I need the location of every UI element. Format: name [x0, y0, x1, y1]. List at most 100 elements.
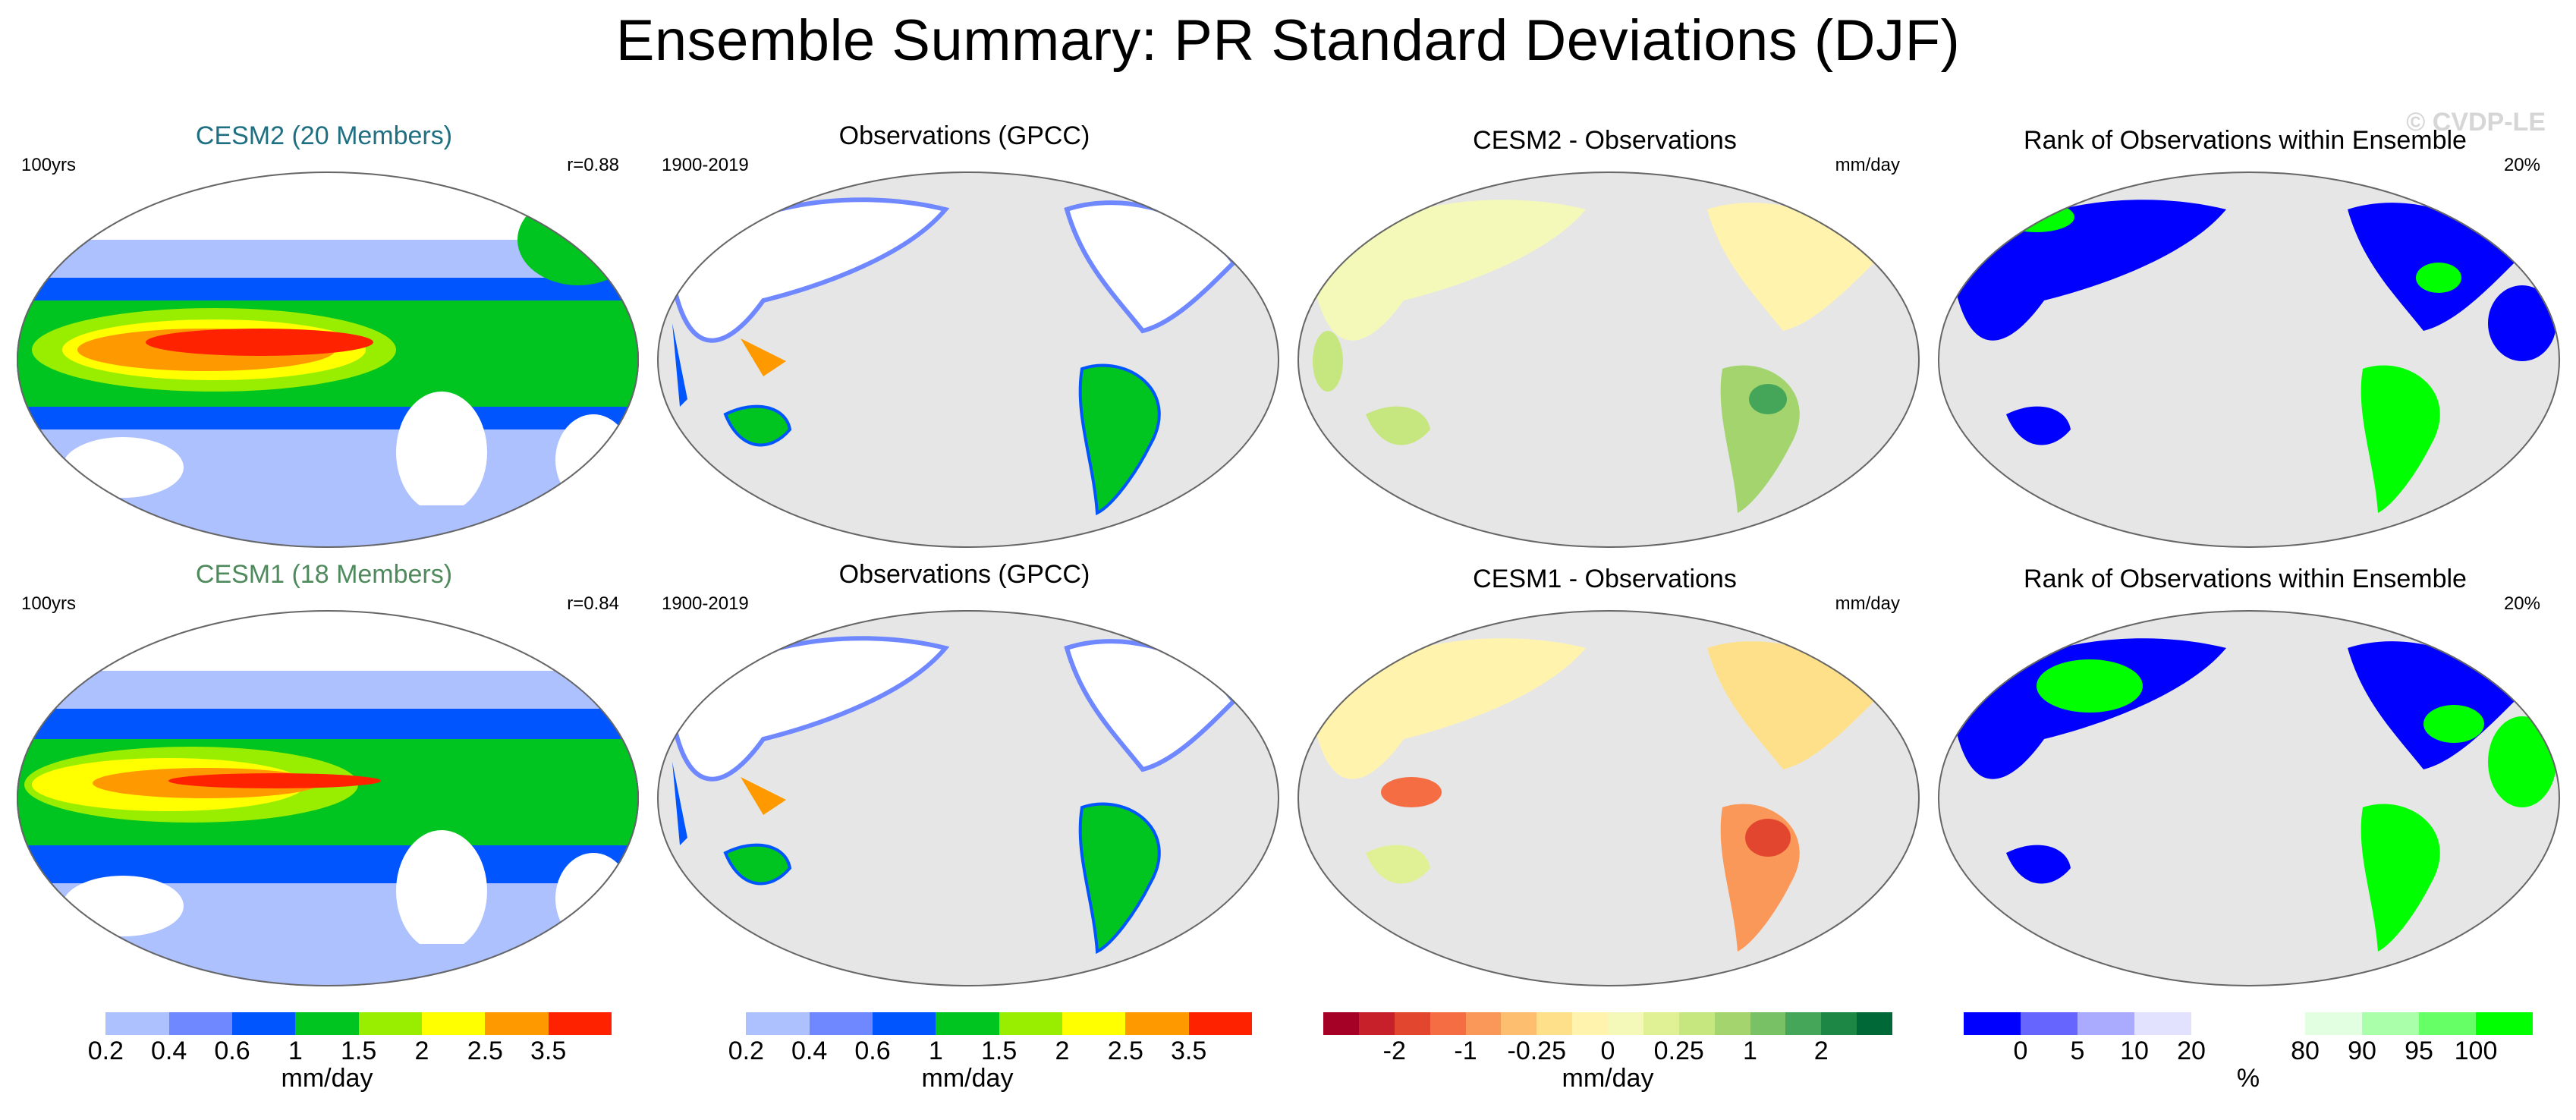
- colorbar-swatch: [1857, 1012, 1892, 1035]
- colorbar-unit-std-obs: mm/day: [921, 1064, 1014, 1093]
- colorbar-tick-label: 0: [1600, 1037, 1615, 1065]
- map-obs-std: [657, 171, 1279, 548]
- colorbar-swatch: [1750, 1012, 1786, 1035]
- colorbar-tick-label: 0.4: [151, 1037, 187, 1065]
- colorbar-swatch: [2021, 1012, 2077, 1035]
- colorbar-swatch: [2362, 1012, 2419, 1035]
- colorbar-tick-label: 10: [2120, 1037, 2149, 1065]
- colorbar-swatch: [1572, 1012, 1608, 1035]
- percent-label: 20%: [2503, 593, 2540, 614]
- panel-title: Rank of Observations within Ensemble: [2024, 126, 2467, 155]
- colorbar-swatch: [2419, 1012, 2476, 1035]
- colorbar-tick-label: 2.5: [467, 1037, 503, 1065]
- period-label: 100yrs: [21, 155, 77, 175]
- colorbar-tick-label: 0.2: [728, 1037, 764, 1065]
- colorbar-unit-diff: mm/day: [1562, 1064, 1654, 1093]
- colorbar-std-cesm: [42, 1012, 612, 1035]
- colorbar-tick-label: 0.4: [791, 1037, 828, 1065]
- colorbar-rank: [1964, 1012, 2533, 1035]
- colorbar-swatch: [936, 1012, 999, 1035]
- colorbar-swatch: [485, 1012, 549, 1035]
- correlation-label: r=0.88: [567, 155, 619, 175]
- colorbar-swatch: [1430, 1012, 1466, 1035]
- colorbar-ticks-rank: 0 5 10 20 80 90 95 100: [1964, 1037, 2533, 1065]
- colorbar-swatch: [231, 1012, 296, 1035]
- colorbar-tick-label: 80: [2291, 1037, 2320, 1065]
- colorbar-tick-label: 2: [414, 1037, 429, 1065]
- colorbar-swatch: [1536, 1012, 1573, 1035]
- map-cesm2-diff: [1297, 171, 1920, 548]
- map-obs-std-2: [657, 610, 1279, 986]
- colorbar-unit-std-cesm: mm/day: [281, 1064, 373, 1093]
- colorbar-tick-label: 20: [2177, 1037, 2206, 1065]
- colorbar-swatch: [1785, 1012, 1822, 1035]
- colorbar-swatch: [2476, 1012, 2533, 1035]
- colorbar-tick-label: 1: [1743, 1037, 1757, 1065]
- panel-title: CESM1 - Observations: [1473, 565, 1737, 593]
- colorbar-tick-label: 3.5: [1171, 1037, 1207, 1065]
- panel-title: CESM1 (18 Members): [195, 560, 453, 589]
- panel-rank-cesm1: Rank of Observations within Ensemble 20%: [1927, 560, 2563, 986]
- colorbar-swatch: [1125, 1012, 1189, 1035]
- figure-title: Ensemble Summary: PR Standard Deviations…: [615, 8, 1961, 73]
- colorbar-tick-label: 0: [2013, 1037, 2028, 1065]
- panel-cesm1-diff: CESM1 - Observations mm/day: [1287, 560, 1923, 986]
- colorbar-tick-label: 2.5: [1107, 1037, 1143, 1065]
- period-label: 1900-2019: [662, 593, 749, 614]
- colorbar-swatch: [1714, 1012, 1750, 1035]
- colorbar-std-obs: [683, 1012, 1252, 1035]
- panel-rank-cesm2: Rank of Observations within Ensemble 20%: [1927, 121, 2563, 548]
- colorbar-swatch: [1323, 1012, 1359, 1035]
- panel-title: Observations (GPCC): [838, 560, 1090, 589]
- colorbar-tick-label: -1: [1454, 1037, 1477, 1065]
- colorbar-tick-label: 5: [2070, 1037, 2085, 1065]
- colorbar-diff: [1323, 1012, 1892, 1035]
- colorbar-tick-label: 2: [1055, 1037, 1070, 1065]
- colorbar-swatch: [2248, 1012, 2305, 1035]
- colorbar-swatch: [548, 1012, 612, 1035]
- colorbar-swatch: [168, 1012, 232, 1035]
- colorbar-swatch: [683, 1012, 747, 1035]
- map-cesm1-diff: [1297, 610, 1920, 986]
- panel-cesm2-std: CESM2 (20 Members) 100yrs r=0.88: [6, 121, 642, 548]
- unit-label: mm/day: [1835, 155, 1900, 175]
- colorbar-unit-rank: %: [2236, 1064, 2260, 1093]
- colorbar-swatch: [1062, 1012, 1126, 1035]
- map-cesm2-std: [17, 171, 639, 548]
- panel-title: Observations (GPCC): [838, 121, 1090, 150]
- colorbar-tick-label: 1.5: [341, 1037, 377, 1065]
- panel-obs-std-2: Observations (GPCC) 1900-2019: [646, 560, 1282, 986]
- colorbar-swatch: [2134, 1012, 2191, 1035]
- colorbar-swatch: [1964, 1012, 2021, 1035]
- watermark: © CVDP-LE: [2406, 108, 2546, 137]
- colorbar-swatch: [1358, 1012, 1395, 1035]
- colorbar-tick-label: 0.2: [87, 1037, 124, 1065]
- colorbar-swatch: [1465, 1012, 1502, 1035]
- colorbar-tick-label: 2: [1813, 1037, 1829, 1065]
- colorbar-swatch: [1643, 1012, 1679, 1035]
- colorbar-tick-label: 0.6: [854, 1037, 891, 1065]
- colorbar-swatch: [295, 1012, 359, 1035]
- colorbar-swatch: [42, 1012, 106, 1035]
- panel-title: CESM2 - Observations: [1473, 126, 1737, 155]
- colorbar-swatch: [872, 1012, 936, 1035]
- percent-label: 20%: [2503, 155, 2540, 175]
- colorbar-ticks-std-obs: 0.2 0.4 0.6 1 1.5 2 2.5 3.5: [683, 1037, 1252, 1065]
- colorbar-tick-label: 90: [2348, 1037, 2376, 1065]
- colorbar-swatch: [746, 1012, 810, 1035]
- colorbar-tick-label: 3.5: [530, 1037, 567, 1065]
- unit-label: mm/day: [1835, 593, 1900, 614]
- colorbar-swatch: [2191, 1012, 2248, 1035]
- colorbar-tick-label: 1: [288, 1037, 303, 1065]
- colorbar-swatch: [1188, 1012, 1252, 1035]
- colorbar-swatch: [2077, 1012, 2134, 1035]
- colorbar-swatch: [105, 1012, 169, 1035]
- colorbar-swatch: [1821, 1012, 1857, 1035]
- panel-title: Rank of Observations within Ensemble: [2024, 565, 2467, 593]
- map-cesm1-std: [17, 610, 639, 986]
- colorbar-tick-label: -2: [1382, 1037, 1406, 1065]
- colorbar-swatch: [999, 1012, 1062, 1035]
- colorbar-swatch: [421, 1012, 486, 1035]
- colorbar-swatch: [2305, 1012, 2362, 1035]
- colorbar-tick-label: 1.5: [981, 1037, 1018, 1065]
